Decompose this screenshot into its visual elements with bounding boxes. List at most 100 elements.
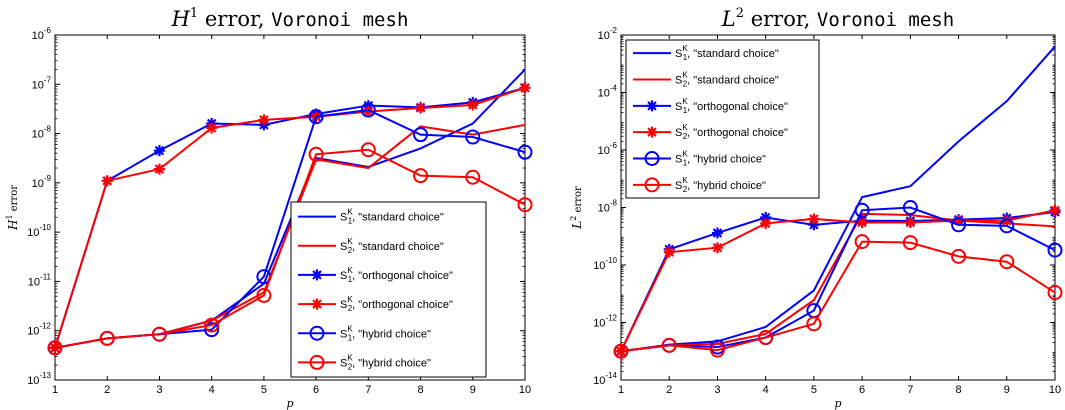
- series-line: [620, 212, 1056, 353]
- data-point-star: [663, 246, 675, 258]
- legend-marker-circle: [309, 354, 325, 370]
- y-tick-exp: -8: [44, 125, 52, 134]
- legend-marker-circle: [309, 325, 325, 341]
- data-point-circle: [758, 330, 774, 346]
- y-tick-label: 10-10: [27, 223, 51, 239]
- title-math: L: [721, 7, 736, 31]
- data-point-circle: [902, 235, 918, 251]
- legend-marker-star: [311, 269, 323, 281]
- data-point-circle: [465, 129, 481, 145]
- legend-text: , "standard choice": [687, 75, 779, 87]
- legend-sup: K: [347, 237, 353, 246]
- x-tick-label: 4: [763, 384, 769, 396]
- y-tick-label: 10-6: [598, 141, 618, 157]
- x-tick-label: 6: [313, 384, 319, 396]
- y-tick-exp: -10: [39, 223, 51, 232]
- data-point-star: [101, 175, 113, 187]
- y-tick-base: 10: [32, 178, 44, 190]
- legend-text: , "hybrid choice": [687, 154, 766, 166]
- x-tick-label: 6: [859, 384, 865, 396]
- y-tick-exp: -10: [605, 256, 617, 265]
- x-tick-label: 10: [1049, 384, 1061, 396]
- legend-text: , "hybrid choice": [352, 357, 431, 369]
- legend-s: S: [340, 299, 347, 311]
- y-tick-base: 10: [27, 227, 39, 239]
- y-tick-label: 10-6: [32, 26, 52, 42]
- data-point-circle: [806, 316, 822, 332]
- data-point-circle: [1047, 285, 1063, 301]
- legend-sup: K: [347, 266, 353, 275]
- legend-s: S: [675, 75, 682, 87]
- data-point-star: [153, 145, 165, 157]
- x-tick-label: 7: [365, 384, 371, 396]
- data-point-star: [953, 215, 965, 227]
- y-tick-exp: -11: [40, 272, 52, 281]
- axes-frame: [54, 34, 526, 381]
- x-tick-label: 2: [666, 384, 672, 396]
- y-tick-exp: -12: [39, 322, 51, 331]
- y-tick-base: 10: [27, 326, 39, 338]
- legend-sub: 2: [683, 185, 688, 194]
- legend-text: , "hybrid choice": [687, 180, 766, 192]
- legend-sub: 2: [683, 80, 688, 89]
- y-tick-label: 10-14: [593, 371, 617, 387]
- legend-sup: K: [347, 324, 353, 333]
- series-line: [54, 86, 526, 349]
- y-tick-base: 10: [27, 375, 39, 387]
- y-tick-exp: -9: [44, 174, 52, 183]
- y-tick-exp: -2: [610, 26, 618, 35]
- y-tick-label: 10-9: [32, 174, 52, 190]
- data-point-circle: [517, 197, 533, 213]
- legend-sub: 2: [348, 246, 353, 255]
- legend-sup: K: [682, 176, 688, 185]
- x-axis-label: p: [286, 397, 293, 410]
- legend-sub: 1: [348, 275, 353, 284]
- legend-label: SK 2, "orthogonal choice": [340, 295, 453, 313]
- ylabel-sup: 2: [569, 216, 578, 221]
- x-tick-label: 5: [261, 384, 267, 396]
- data-point-star: [760, 211, 772, 223]
- series-line: [620, 240, 1056, 353]
- data-point-star: [904, 217, 916, 229]
- data-point-circle: [951, 217, 967, 233]
- y-tick-label: 10-11: [28, 272, 52, 288]
- data-point-circle: [902, 200, 918, 215]
- legend-sup: K: [682, 123, 688, 132]
- data-point-circle: [517, 144, 533, 160]
- data-point-circle: [999, 254, 1015, 270]
- y-tick-exp: -7: [44, 75, 52, 84]
- y-tick-label: 10-12: [27, 322, 51, 338]
- ylabel-sup: 1: [5, 214, 14, 219]
- legend-label: SK 1, "hybrid choice": [675, 150, 766, 168]
- legend-sup: K: [347, 208, 353, 217]
- legend: SK 1, "standard choice"SK 2, "standard cho…: [290, 201, 487, 378]
- data-point-star: [258, 114, 270, 126]
- data-point-star: [1001, 215, 1013, 227]
- legend-sub: 1: [683, 53, 688, 62]
- legend-s: S: [340, 270, 347, 282]
- data-point-circle: [951, 248, 967, 264]
- ylabel-math: H: [6, 219, 20, 231]
- y-tick-label: 10-4: [598, 84, 618, 100]
- data-point-circle: [99, 330, 115, 346]
- title-code: Voronoi mesh: [817, 9, 954, 31]
- title-code: Voronoi mesh: [271, 9, 408, 31]
- y-tick-exp: -6: [44, 26, 52, 35]
- data-point-circle: [854, 202, 870, 218]
- legend-text: , "standard choice": [687, 48, 779, 60]
- ylabel-math: L: [570, 221, 584, 230]
- legend-text: , "orthogonal choice": [687, 127, 788, 139]
- legend-s: S: [675, 180, 682, 192]
- y-tick-exp: -4: [610, 84, 618, 93]
- legend-sup: K: [347, 353, 353, 362]
- legend-s: S: [675, 101, 682, 113]
- legend-label: SK 2, "orthogonal choice": [675, 123, 788, 141]
- chart-title: H1 error, Voronoi mesh: [171, 6, 409, 31]
- x-tick-label: 8: [955, 384, 961, 396]
- x-tick-label: 4: [209, 384, 215, 396]
- x-tick-label: 9: [1004, 384, 1010, 396]
- legend-sup: K: [682, 97, 688, 106]
- legend-box: [625, 39, 820, 199]
